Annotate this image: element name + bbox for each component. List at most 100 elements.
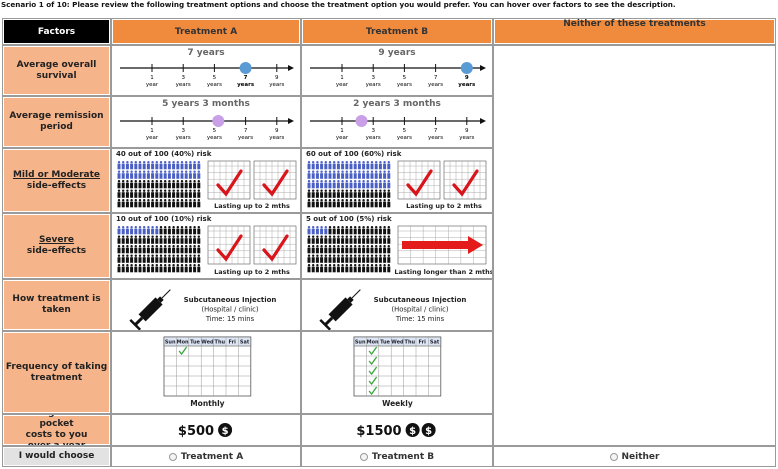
choice-option[interactable]: Treatment A [112,447,300,466]
person-body [370,163,374,170]
person-body [184,163,188,170]
person-body [374,163,378,170]
person-head [316,235,319,238]
person-icon [138,180,142,189]
person-body [176,201,180,208]
coin-symbol: $ [222,426,229,437]
person-body [130,173,134,179]
person-body [163,192,167,198]
person-body [142,201,146,208]
person-icon [142,199,146,208]
person-head [185,170,188,173]
person-head [138,199,142,202]
person-icon [328,254,332,263]
person-body [159,163,163,170]
person-body [378,192,382,198]
person-body [324,238,328,244]
syringe-icon [319,289,361,330]
person-body [188,266,192,273]
person-head [159,180,163,183]
person-icon [307,189,311,198]
person-body [311,182,315,189]
person-head [379,245,382,248]
person-icon [353,245,357,254]
person-head [307,180,311,183]
person-body [172,238,176,244]
tick-label: 1 [340,75,344,81]
person-body [163,182,167,189]
choice-option[interactable]: Treatment B [302,447,492,466]
person-head [147,264,150,267]
person-head [383,226,386,229]
person-head [193,189,196,192]
person-body [146,257,150,263]
person-head [151,226,154,229]
person-body [362,247,366,254]
factor-line: I would choose [18,451,95,461]
person-body [188,182,192,189]
person-body [328,201,332,208]
person-head [126,245,129,248]
choice-option[interactable]: Neither [494,447,775,466]
person-body [163,247,167,254]
person-icon [176,226,180,235]
person-head [312,170,315,173]
person-icon [176,235,180,244]
person-body [366,182,370,189]
timeline-marker [355,115,368,127]
person-icon [366,254,370,263]
person-body [315,257,319,263]
person-icon [121,264,125,273]
person-head [197,161,200,164]
person-head [193,235,196,238]
person-icon [324,245,328,254]
timeline-title: 9 years [378,48,415,58]
person-head [337,264,340,267]
person-head [354,189,357,192]
person-head [164,264,167,267]
person-head [155,254,158,257]
person-body [163,201,167,208]
person-head [379,170,382,173]
radio-button[interactable] [359,452,368,461]
person-head [168,254,171,257]
person-head [366,254,369,257]
person-icon [146,226,150,235]
person-body [353,247,357,254]
duration-label: Lasting up to 2 mths [406,202,482,210]
person-body [117,247,121,254]
person-head [387,189,390,192]
person-head [117,245,121,248]
person-icon [125,254,129,263]
person-body [387,173,391,179]
coin-icon [218,423,233,437]
factor-line: survival [36,70,77,81]
person-icon [320,254,324,263]
person-head [324,235,327,238]
person-body [172,163,176,170]
person-icon [378,161,382,170]
calendar-day: Fri [229,340,237,346]
person-body [146,201,150,208]
person-icon [332,264,336,273]
person-head [366,170,369,173]
person-icon [130,170,134,179]
person-head [324,189,327,192]
person-head [151,254,154,257]
person-icon [341,180,345,189]
person-body [387,228,391,235]
person-body [155,182,159,189]
tick-label: 7 [244,75,248,81]
calendar-day: Sun [165,340,176,346]
person-head [307,245,311,248]
radio-button[interactable] [609,452,618,461]
radio-button[interactable] [168,452,177,461]
person-body [353,192,357,198]
person-head [341,245,344,248]
tick-unit: years [207,82,222,88]
coin-icon [405,423,420,437]
person-body [142,247,146,254]
syringe-hub [347,296,354,303]
person-icon [184,199,188,208]
